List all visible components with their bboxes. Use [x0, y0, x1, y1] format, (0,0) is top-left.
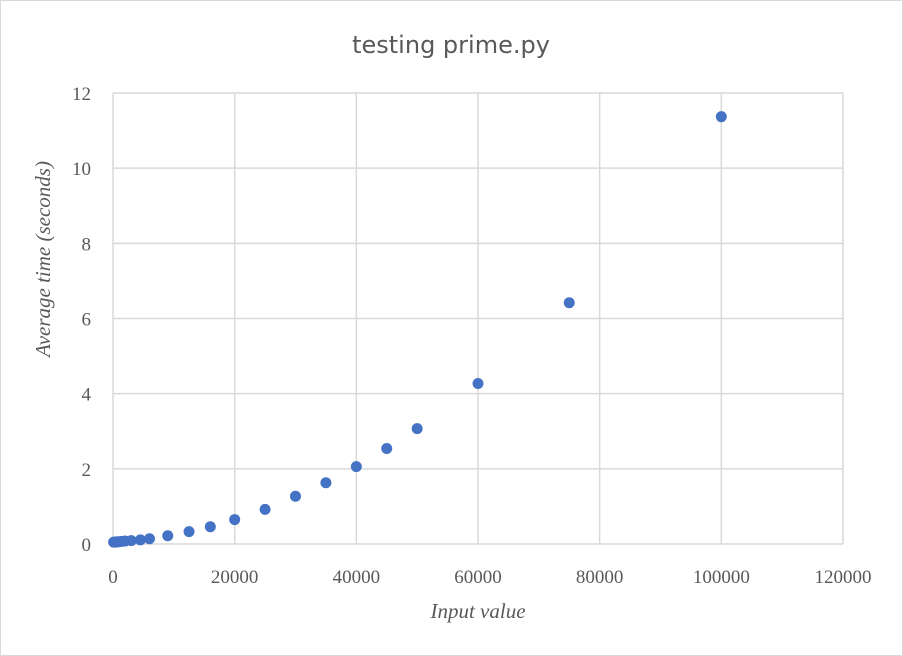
data-points [108, 111, 727, 548]
x-tick-label: 120000 [815, 567, 872, 588]
data-point [350, 461, 362, 473]
y-tick-label: 6 [82, 310, 92, 331]
data-point [320, 477, 332, 489]
data-point [563, 297, 575, 309]
data-point [715, 111, 727, 123]
y-axis-title: Average time (seconds) [31, 161, 55, 359]
x-tick-label: 100000 [693, 567, 750, 588]
y-tick-label: 0 [82, 535, 92, 556]
y-tick-label: 12 [72, 84, 91, 105]
data-point [229, 514, 241, 526]
data-point [183, 526, 195, 538]
x-tick-label: 20000 [211, 567, 259, 588]
y-tick-label: 4 [82, 385, 92, 406]
gridlines [112, 92, 844, 545]
data-point [290, 490, 301, 502]
data-point [472, 378, 484, 390]
data-point [411, 423, 423, 435]
y-axis-ticks: 0 2 4 6 8 10 12 [72, 84, 92, 556]
x-tick-label: 0 [108, 567, 118, 588]
y-tick-label: 10 [72, 159, 91, 180]
data-point [204, 521, 216, 533]
x-axis-ticks: 0 20000 40000 60000 80000 100000 120000 [108, 567, 871, 588]
y-tick-label: 2 [82, 460, 92, 481]
data-point [134, 534, 146, 546]
y-tick-label: 8 [82, 234, 92, 255]
data-point [381, 443, 393, 455]
data-point [125, 535, 137, 547]
x-axis-title: Input value [429, 599, 525, 623]
data-point [259, 503, 271, 515]
x-tick-label: 40000 [333, 567, 381, 588]
data-point [144, 533, 155, 545]
x-tick-label: 80000 [576, 567, 624, 588]
chart-title: testing prime.py [352, 31, 550, 59]
x-tick-label: 60000 [454, 567, 502, 588]
data-point [162, 530, 174, 542]
